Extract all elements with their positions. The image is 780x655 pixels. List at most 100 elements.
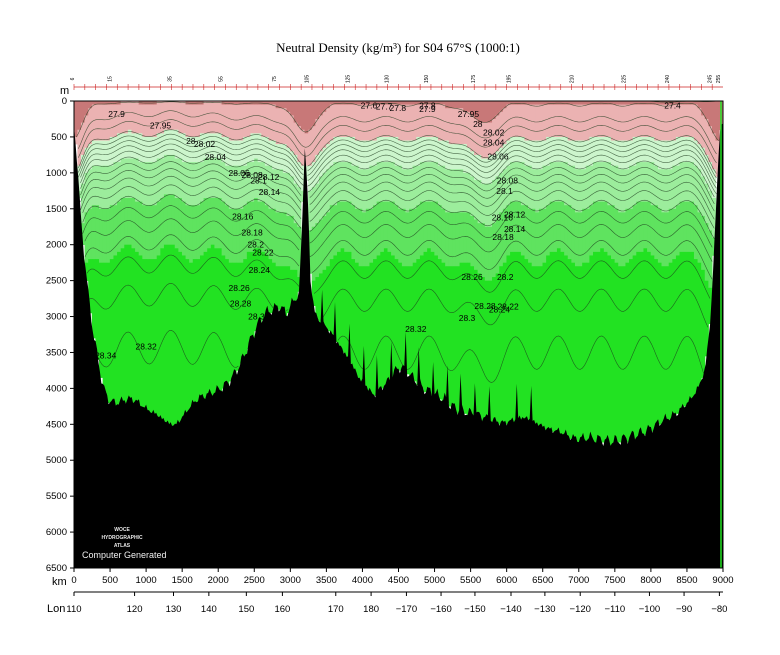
density-band-cell — [113, 104, 118, 138]
density-band-cell — [466, 212, 471, 263]
density-band-cell — [416, 136, 421, 166]
density-band-cell — [326, 101, 331, 109]
density-band-cell — [466, 101, 471, 113]
density-band-cell — [167, 154, 172, 195]
density-band-cell — [91, 101, 96, 105]
contour-label: 27.8 — [390, 103, 407, 113]
density-band-cell — [228, 140, 233, 166]
density-band-cell — [412, 140, 417, 166]
density-band-cell — [607, 205, 612, 256]
density-band-cell — [246, 162, 251, 202]
density-band-cell — [419, 101, 425, 105]
density-band-cell — [261, 104, 266, 138]
density-band-cell — [502, 169, 507, 210]
density-band-cell — [290, 101, 295, 116]
density-band-cell — [477, 101, 482, 123]
density-band-cell — [506, 205, 511, 256]
contour-label: 28.32 — [135, 342, 157, 352]
density-band-cell — [369, 262, 374, 396]
density-band-cell — [99, 104, 104, 141]
density-band-cell — [437, 205, 443, 260]
density-band-cell — [275, 144, 280, 170]
contour-line — [84, 234, 713, 280]
density-band-cell — [679, 136, 684, 163]
density-band-cell — [275, 266, 280, 310]
density-band-cell — [517, 251, 522, 422]
density-band-cell — [311, 187, 316, 228]
density-band-cell — [466, 147, 471, 174]
density-band-cell — [355, 140, 360, 166]
contour-label: 28.2 — [497, 272, 514, 282]
density-band-cell — [351, 104, 356, 138]
density-band-cell — [308, 165, 313, 192]
density-band-cell — [207, 197, 212, 249]
density-band-cell — [279, 108, 284, 145]
density-band-cell — [625, 262, 630, 443]
density-band-cell — [582, 101, 587, 105]
density-band-cell — [546, 101, 551, 105]
axes: 0500100015002000250030003500400045005000… — [46, 75, 734, 615]
y-tick-label: 3000 — [46, 312, 67, 323]
density-band-cell — [639, 251, 644, 436]
density-band-cell — [492, 180, 497, 224]
density-band-cell — [589, 104, 594, 138]
density-band-cell — [452, 144, 457, 170]
density-band-cell — [196, 162, 201, 206]
density-band-cell — [264, 104, 269, 138]
density-band-cell — [88, 259, 93, 314]
density-band-cell — [308, 230, 313, 274]
density-band-cell — [564, 104, 569, 138]
density-band-cell — [189, 262, 194, 411]
contour-line — [82, 194, 715, 239]
density-band-cell — [91, 140, 96, 166]
density-band-cell — [618, 104, 623, 141]
density-band-cell — [322, 269, 327, 328]
density-band-cell — [632, 205, 637, 256]
density-band-cell — [347, 104, 352, 138]
density-band-cell — [683, 136, 688, 163]
density-band-cell — [704, 183, 709, 224]
contour-label: 28.22 — [497, 301, 519, 311]
density-band-cell — [690, 136, 695, 163]
density-band-cell — [564, 255, 569, 439]
density-band-cell — [290, 176, 295, 217]
density-band-cell — [445, 140, 450, 170]
density-band-cell — [542, 101, 547, 105]
density-band-cell — [246, 136, 251, 163]
density-band-cell — [455, 108, 461, 145]
density-band-cell — [279, 169, 284, 213]
density-band-cell — [333, 255, 338, 342]
density-band-cell — [625, 104, 630, 141]
density-band-cell — [142, 162, 147, 206]
density-band-cell — [318, 176, 324, 220]
density-band-cell — [203, 133, 208, 159]
density-band-cell — [459, 108, 464, 145]
density-band-cell — [484, 226, 489, 281]
density-band-cell — [672, 165, 677, 210]
density-band-cell — [697, 262, 702, 389]
density-band-cell — [578, 104, 583, 141]
density-band-cell — [225, 101, 230, 105]
density-band-cell — [589, 101, 594, 105]
density-band-cell — [272, 140, 277, 170]
density-band-cell — [524, 259, 529, 422]
density-band-cell — [708, 230, 713, 289]
density-band-cell — [131, 101, 136, 134]
density-band-cell — [553, 251, 558, 436]
density-band-cell — [221, 201, 226, 256]
density-band-cell — [221, 162, 226, 202]
density-band-cell — [391, 201, 396, 256]
lon-tick-label: 110 — [66, 604, 81, 615]
density-band-cell — [99, 101, 104, 105]
density-band-cell — [711, 169, 717, 199]
density-band-cell — [448, 144, 453, 170]
density-band-cell — [106, 165, 111, 210]
density-band-cell — [355, 262, 360, 378]
density-band-cell — [109, 165, 114, 206]
density-band-cell — [257, 201, 262, 249]
density-band-cell — [513, 101, 518, 105]
woce-logo: WOCE HYDROGRAPHIC ATLAS Computer Generat… — [82, 527, 167, 560]
density-band-cell — [499, 266, 504, 425]
density-band-cell — [524, 104, 529, 141]
logo-line-1: WOCE — [114, 527, 130, 533]
